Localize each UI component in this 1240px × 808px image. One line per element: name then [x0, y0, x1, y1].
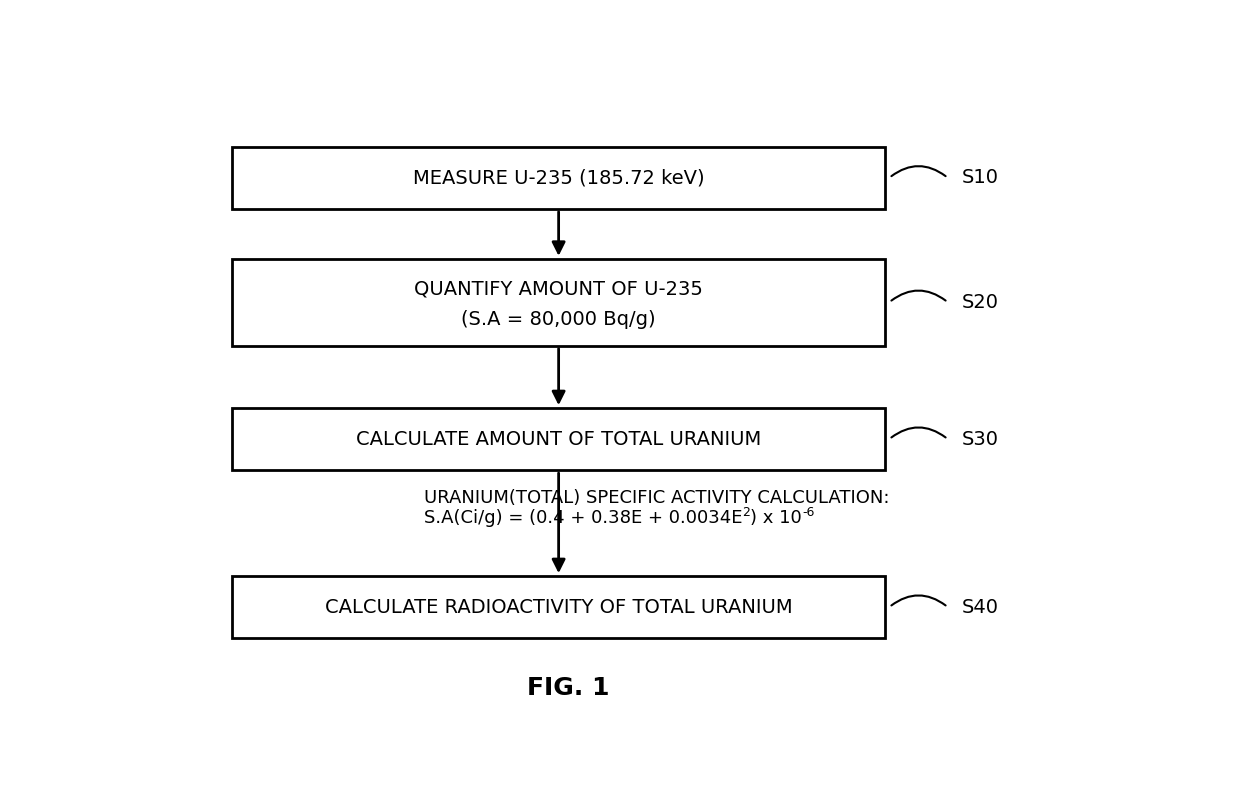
Text: S30: S30 — [962, 430, 999, 448]
Text: (S.A = 80,000 Bq/g): (S.A = 80,000 Bq/g) — [461, 310, 656, 329]
Text: CALCULATE AMOUNT OF TOTAL URANIUM: CALCULATE AMOUNT OF TOTAL URANIUM — [356, 430, 761, 448]
Bar — [232, 259, 885, 346]
Text: S20: S20 — [962, 292, 999, 312]
Text: ) x 10: ) x 10 — [750, 509, 802, 527]
Text: FIG. 1: FIG. 1 — [527, 676, 610, 700]
Text: S10: S10 — [962, 168, 999, 187]
Text: QUANTIFY AMOUNT OF U-235: QUANTIFY AMOUNT OF U-235 — [414, 280, 703, 299]
Text: CALCULATE RADIOACTIVITY OF TOTAL URANIUM: CALCULATE RADIOACTIVITY OF TOTAL URANIUM — [325, 598, 792, 617]
Bar — [232, 576, 885, 638]
Text: MEASURE U-235 (185.72 keV): MEASURE U-235 (185.72 keV) — [413, 168, 704, 187]
Text: S40: S40 — [962, 598, 999, 617]
Bar — [232, 147, 885, 209]
Text: 2: 2 — [743, 506, 750, 519]
Text: -6: -6 — [802, 506, 815, 519]
Bar — [232, 408, 885, 470]
Text: URANIUM(TOTAL) SPECIFIC ACTIVITY CALCULATION:: URANIUM(TOTAL) SPECIFIC ACTIVITY CALCULA… — [424, 490, 889, 507]
Text: S.A(Ci/g) = (0.4 + 0.38E + 0.0034E: S.A(Ci/g) = (0.4 + 0.38E + 0.0034E — [424, 509, 743, 527]
